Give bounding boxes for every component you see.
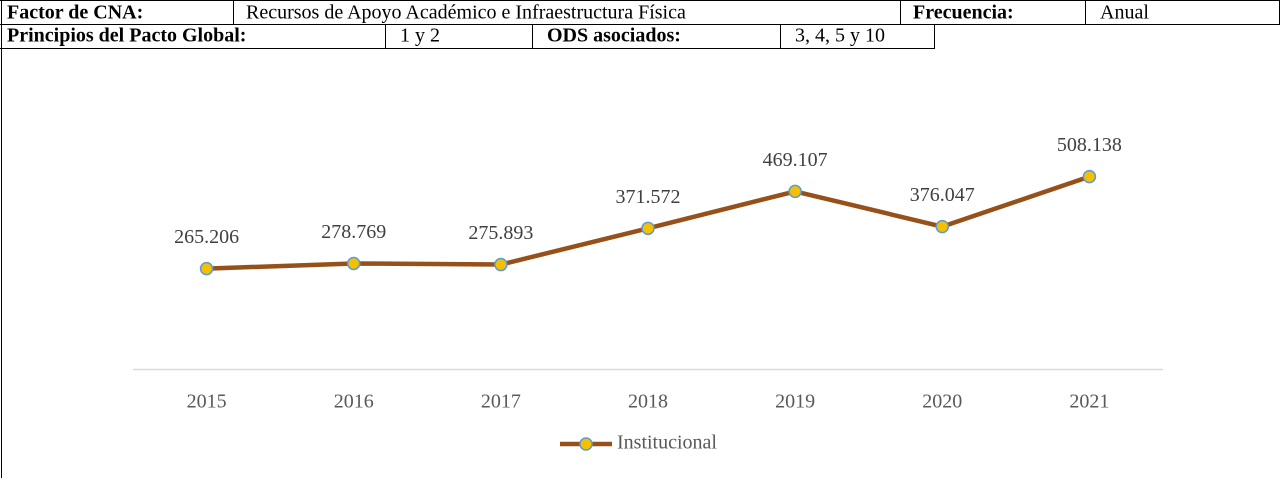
x-tick-label: 2016 (334, 391, 374, 413)
chart: 2015 2016 2017 2018 2019 2020 2021 265.206 278.7… (133, 134, 1163, 454)
legend-label: Institucional (617, 432, 717, 454)
marker (935, 219, 950, 234)
data-label: 265.206 (174, 226, 239, 248)
data-label: 275.893 (468, 222, 533, 244)
x-tick-label: 2019 (775, 391, 815, 413)
label: ODS asociados: (547, 25, 681, 47)
data-label: 376.047 (910, 184, 975, 206)
value: Anual (1100, 2, 1149, 24)
data-label: 278.769 (321, 221, 386, 243)
marker (199, 261, 214, 276)
marker (346, 256, 361, 271)
value: Recursos de Apoyo Académico e Infraestru… (246, 2, 686, 24)
marker (494, 257, 508, 272)
x-tick-label: 2015 (187, 391, 227, 413)
x-tick-label: 2018 (628, 391, 668, 413)
x-tick-label: 2020 (922, 391, 962, 413)
value: 3, 4, 5 y 10 (795, 25, 885, 47)
data-label: 508.138 (1057, 134, 1122, 156)
data-label: 469.107 (763, 149, 828, 171)
label: Factor de CNA: (7, 2, 143, 24)
data-label: 371.572 (616, 186, 681, 208)
x-tick-label: 2017 (481, 391, 521, 413)
label: Frecuencia: (913, 2, 1014, 24)
x-tick-label: 2021 (1069, 391, 1109, 413)
marker (641, 221, 655, 236)
value: 1 y 2 (400, 25, 440, 47)
marker (788, 184, 802, 199)
legend-marker (579, 437, 593, 451)
marker (1082, 169, 1097, 184)
label: Principios del Pacto Global: (7, 25, 246, 47)
